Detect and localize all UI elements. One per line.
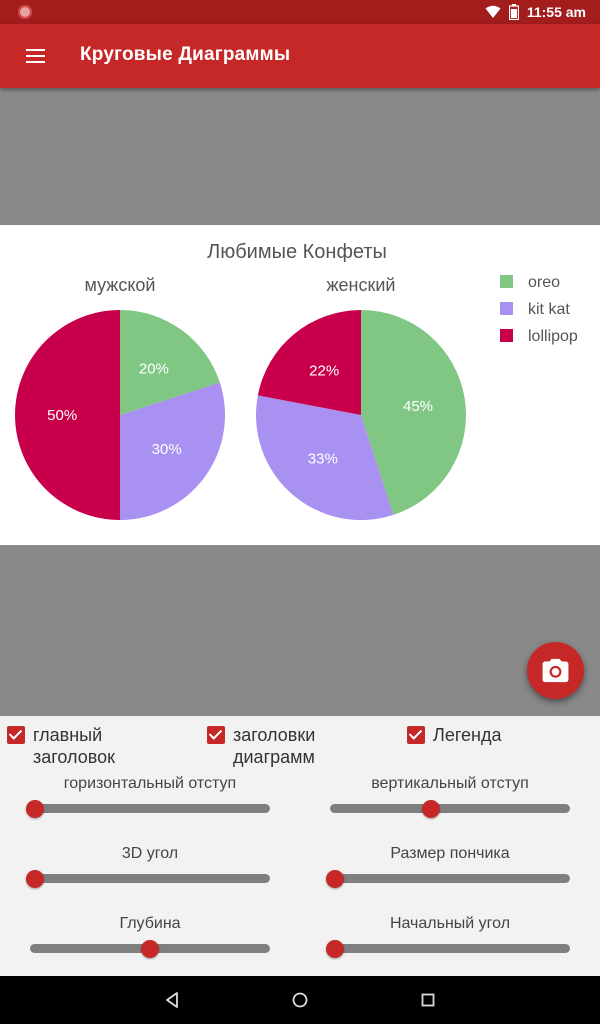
chart-card: Любимые Конфеты мужской 20% 30% 50% женский 45… bbox=[0, 225, 600, 545]
pie-slice-label: 22% bbox=[309, 363, 339, 380]
checkbox-chart-titles-label: заголовки диаграмм bbox=[233, 725, 316, 767]
slider-donut-size: Размер пончика bbox=[325, 844, 570, 888]
pie-slice-kit-kat bbox=[255, 395, 394, 521]
camera-button[interactable] bbox=[527, 642, 584, 699]
slider-3d-angle: 3D угол bbox=[25, 844, 270, 888]
checkbox-main-title-box[interactable] bbox=[7, 726, 25, 744]
slider-horizontal-offset-label: горизонтальный отступ bbox=[63, 775, 237, 792]
slider-start-angle: Начальный угол bbox=[325, 914, 570, 958]
pie-slice-label: 33% bbox=[308, 450, 338, 467]
checkbox-chart-titles-box[interactable] bbox=[207, 726, 225, 744]
status-time: 11:55 am bbox=[526, 4, 586, 20]
pie-title-1: мужской bbox=[85, 275, 156, 295]
notification-icon bbox=[18, 5, 32, 19]
status-bar: 11:55 am bbox=[0, 0, 600, 24]
legend-label-oreo: oreo bbox=[528, 274, 560, 291]
slider-horizontal-offset-thumb[interactable] bbox=[25, 800, 44, 818]
menu-icon[interactable] bbox=[16, 44, 56, 68]
slider-3d-angle-thumb[interactable] bbox=[25, 870, 44, 888]
checkbox-legend[interactable]: Легенда bbox=[407, 724, 587, 746]
pie-slice-label: 30% bbox=[152, 441, 182, 458]
pie-slice-lollipop bbox=[15, 310, 120, 520]
app-bar: Круговые Диаграммы bbox=[0, 24, 600, 88]
checkbox-main-title[interactable]: главный заголовок bbox=[7, 724, 187, 768]
controls-panel: главный заголовок заголовки диаграмм Лег… bbox=[0, 716, 600, 976]
wifi-icon bbox=[485, 5, 501, 18]
checkbox-main-title-label: главный заголовок bbox=[33, 725, 116, 767]
slider-depth-thumb[interactable] bbox=[141, 940, 159, 958]
slider-vertical-offset-label: вертикальный отступ bbox=[371, 775, 529, 792]
slider-3d-angle-label: 3D угол bbox=[121, 845, 179, 862]
slider-horizontal-offset-track[interactable] bbox=[30, 804, 270, 813]
back-icon[interactable] bbox=[160, 988, 184, 1012]
pie-charts: Любимые Конфеты мужской 20% 30% 50% женский 45… bbox=[15, 241, 578, 521]
camera-icon bbox=[542, 658, 569, 683]
legend-swatch-lollipop bbox=[500, 329, 513, 342]
pie-slice-label: 20% bbox=[139, 360, 169, 377]
recents-icon[interactable] bbox=[416, 988, 440, 1012]
checkbox-legend-label: Легенда bbox=[433, 725, 502, 745]
home-icon[interactable] bbox=[288, 988, 312, 1012]
pie-title-2: женский bbox=[327, 275, 396, 295]
chart-title: Любимые Конфеты bbox=[207, 241, 387, 263]
battery-icon bbox=[508, 4, 519, 20]
slider-start-angle-track[interactable] bbox=[330, 944, 570, 953]
checkbox-chart-titles[interactable]: заголовки диаграмм bbox=[207, 724, 387, 768]
slider-vertical-offset: вертикальный отступ bbox=[330, 774, 570, 818]
slider-vertical-offset-track[interactable] bbox=[330, 804, 570, 813]
slider-donut-size-track[interactable] bbox=[330, 874, 570, 883]
legend-label-kit-kat: kit kat bbox=[528, 301, 570, 318]
slider-3d-angle-track[interactable] bbox=[30, 874, 270, 883]
pie-slice-label: 45% bbox=[403, 398, 433, 415]
slider-donut-size-label: Размер пончика bbox=[390, 845, 510, 862]
legend-swatch-oreo bbox=[500, 275, 513, 288]
slider-start-angle-label: Начальный угол bbox=[389, 915, 511, 932]
slider-depth-label: Глубина bbox=[119, 915, 181, 932]
status-icons: 11:55 am bbox=[485, 3, 586, 21]
slider-horizontal-offset: горизонтальный отступ bbox=[25, 774, 270, 818]
app-title: Круговые Диаграммы bbox=[80, 44, 291, 65]
pie-slice-oreo bbox=[120, 310, 220, 415]
pie-slice-label: 50% bbox=[47, 407, 77, 424]
slider-start-angle-thumb[interactable] bbox=[325, 940, 344, 958]
checkbox-legend-box[interactable] bbox=[407, 726, 425, 744]
slider-depth: Глубина bbox=[30, 914, 270, 958]
slider-donut-size-thumb[interactable] bbox=[325, 870, 344, 888]
pie-slice-lollipop bbox=[257, 310, 361, 415]
navigation-bar bbox=[0, 976, 600, 1024]
legend-swatch-kit-kat bbox=[500, 302, 513, 315]
pie-slice-kit-kat bbox=[120, 382, 226, 520]
legend-label-lollipop: lollipop bbox=[528, 328, 578, 345]
pie-slice-oreo bbox=[361, 310, 467, 515]
slider-vertical-offset-thumb[interactable] bbox=[421, 800, 440, 818]
